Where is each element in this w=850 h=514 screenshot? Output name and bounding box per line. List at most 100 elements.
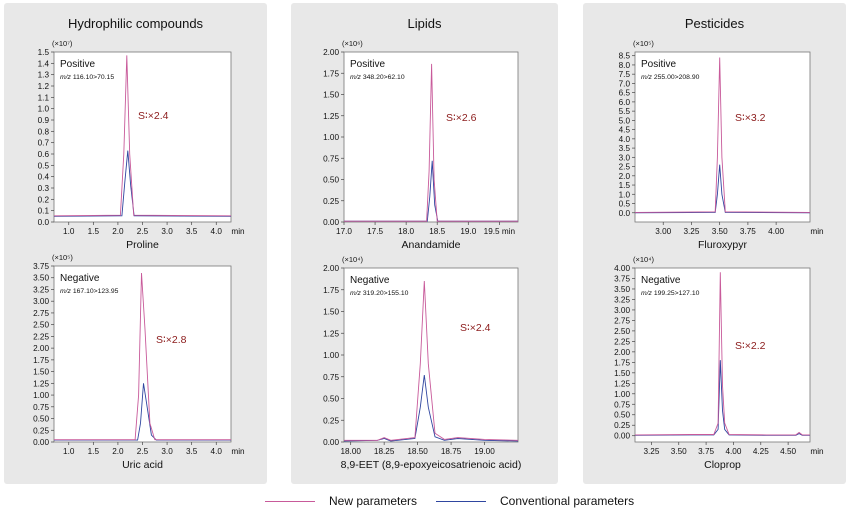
y-tick-label: 0.50 xyxy=(323,395,339,404)
legend-item-new: New parameters xyxy=(265,494,417,508)
y-multiplier: (×10⁶) xyxy=(342,39,363,48)
x-tick-label: 4.00 xyxy=(768,227,784,236)
y-tick-label: 0.3 xyxy=(38,184,50,193)
sensitivity-ratio: S∶×2.4 xyxy=(138,110,169,122)
y-multiplier: (×10⁴) xyxy=(633,255,654,264)
mz-prefix: m/z xyxy=(350,290,363,297)
y-multiplier: (×10⁵) xyxy=(633,39,654,48)
y-tick-label: 3.00 xyxy=(614,306,630,315)
x-tick-label: 1.5 xyxy=(88,227,100,236)
y-tick-label: 7.5 xyxy=(619,70,631,79)
y-tick-label: 2.25 xyxy=(33,332,49,341)
mz-prefix: m/z xyxy=(60,74,73,81)
compound-name: Cloprop xyxy=(704,459,741,471)
y-tick-label: 2.50 xyxy=(614,327,630,336)
mz-label: m/z 116.10>70.15 xyxy=(60,74,114,81)
y-tick-label: 0.25 xyxy=(323,197,339,206)
mz-transition: 348.20>62.10 xyxy=(363,74,405,81)
ion-mode-label: Positive xyxy=(60,59,95,70)
y-tick-label: 0.75 xyxy=(323,154,339,163)
x-tick-label: 3.25 xyxy=(643,447,659,456)
y-tick-label: 1.00 xyxy=(323,351,339,360)
y-tick-label: 3.0 xyxy=(619,153,631,162)
y-tick-label: 1.00 xyxy=(33,391,49,400)
x-tick-label: 18.25 xyxy=(374,447,395,456)
y-tick-label: 1.25 xyxy=(323,112,339,121)
y-tick-label: 1.4 xyxy=(38,59,50,68)
series-line-conventional xyxy=(53,150,232,217)
mz-transition: 199.25>127.10 xyxy=(654,290,700,297)
y-tick-label: 7.0 xyxy=(619,79,631,88)
sensitivity-ratio: S∶×2.8 xyxy=(156,334,187,346)
y-tick-label: 6.0 xyxy=(619,98,631,107)
x-tick-label: 3.5 xyxy=(186,447,198,456)
y-tick-label: 0.0 xyxy=(619,209,631,218)
legend-label-conventional: Conventional parameters xyxy=(500,494,635,508)
y-tick-label: 3.25 xyxy=(33,285,49,294)
y-tick-label: 0.75 xyxy=(33,403,49,412)
series-line-conventional xyxy=(634,164,811,214)
x-tick-label: 3.50 xyxy=(712,227,728,236)
panel-title: Lipids xyxy=(407,16,442,31)
x-tick-label: 18.5 xyxy=(429,227,445,236)
x-tick-label: 4.25 xyxy=(753,447,769,456)
y-tick-label: 1.3 xyxy=(38,71,50,80)
panel-title: Hydrophilic compounds xyxy=(67,16,204,31)
y-tick-label: 3.50 xyxy=(33,274,49,283)
sensitivity-ratio: S∶×2.4 xyxy=(460,322,491,334)
y-tick-label: 1.0 xyxy=(38,105,50,114)
y-tick-label: 0.00 xyxy=(323,438,339,447)
y-multiplier: (×10⁷) xyxy=(52,39,73,48)
y-tick-label: 5.0 xyxy=(619,116,631,125)
legend-swatch-conventional xyxy=(436,500,486,502)
x-tick-label: 3.25 xyxy=(683,227,699,236)
y-tick-label: 0.25 xyxy=(33,426,49,435)
y-tick-label: 0.00 xyxy=(614,432,630,441)
compound-name: Fluroxypyr xyxy=(698,239,748,251)
y-tick-label: 0.75 xyxy=(614,400,630,409)
plot-area xyxy=(343,267,519,443)
y-tick-label: 1.0 xyxy=(619,190,631,199)
mz-prefix: m/z xyxy=(350,74,363,81)
x-unit-label: min xyxy=(810,227,824,236)
y-tick-label: 1.50 xyxy=(33,368,49,377)
legend: New parameters Conventional parameters xyxy=(0,494,850,514)
x-tick-label: 3.75 xyxy=(740,227,756,236)
x-tick-label: 19.5 min xyxy=(484,227,516,236)
x-tick-label: 18.0 xyxy=(398,227,414,236)
y-tick-label: 1.25 xyxy=(323,329,339,338)
mz-label: m/z 167.10>123.95 xyxy=(60,288,119,295)
y-tick-label: 2.5 xyxy=(619,163,631,172)
y-tick-label: 1.00 xyxy=(614,390,630,399)
y-tick-label: 0.50 xyxy=(33,415,49,424)
x-unit-label: min xyxy=(231,447,245,456)
y-tick-label: 2.75 xyxy=(614,316,630,325)
x-tick-label: 3.50 xyxy=(671,447,687,456)
mz-label: m/z 348.20>62.10 xyxy=(350,74,405,81)
sensitivity-ratio: S∶×2.2 xyxy=(735,340,766,352)
x-tick-label: 1.5 xyxy=(88,447,100,456)
y-tick-label: 0.5 xyxy=(38,161,50,170)
x-tick-label: 1.0 xyxy=(63,227,75,236)
series-line-new xyxy=(53,55,232,217)
y-tick-label: 1.2 xyxy=(38,82,50,91)
y-tick-label: 3.75 xyxy=(33,262,49,271)
y-tick-label: 0.00 xyxy=(33,438,49,447)
y-tick-label: 0.75 xyxy=(323,373,339,382)
x-tick-label: 17.0 xyxy=(336,227,352,236)
x-unit-label: min xyxy=(231,227,245,236)
x-tick-label: 2.5 xyxy=(137,447,149,456)
y-tick-label: 2.00 xyxy=(323,264,339,273)
y-tick-label: 0.9 xyxy=(38,116,50,125)
ion-mode-label: Positive xyxy=(641,59,676,70)
y-tick-label: 1.75 xyxy=(323,69,339,78)
y-tick-label: 1.50 xyxy=(323,308,339,317)
y-tick-label: 2.00 xyxy=(614,348,630,357)
x-tick-label: 18.00 xyxy=(340,447,361,456)
x-tick-label: 2.0 xyxy=(112,447,124,456)
y-tick-label: 0.2 xyxy=(38,195,50,204)
y-tick-label: 2.00 xyxy=(33,344,49,353)
x-tick-label: 19.0 xyxy=(460,227,476,236)
y-tick-label: 4.00 xyxy=(614,264,630,273)
y-tick-label: 1.25 xyxy=(614,379,630,388)
